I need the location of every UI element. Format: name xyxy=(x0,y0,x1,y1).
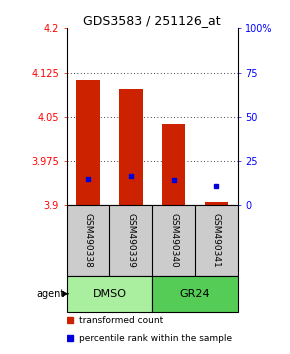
Text: GSM490341: GSM490341 xyxy=(212,213,221,268)
Bar xyxy=(119,88,143,205)
Text: GSM490339: GSM490339 xyxy=(126,213,135,268)
Text: DMSO: DMSO xyxy=(93,289,126,299)
Bar xyxy=(152,276,238,312)
Title: GDS3583 / 251126_at: GDS3583 / 251126_at xyxy=(84,14,221,27)
Text: GSM490338: GSM490338 xyxy=(84,213,93,268)
Text: GR24: GR24 xyxy=(180,289,210,299)
Bar xyxy=(205,202,228,205)
Bar xyxy=(67,276,152,312)
Text: GSM490340: GSM490340 xyxy=(169,213,178,268)
Text: percentile rank within the sample: percentile rank within the sample xyxy=(79,333,232,343)
Bar xyxy=(76,80,100,205)
Text: transformed count: transformed count xyxy=(79,316,163,325)
Bar xyxy=(162,125,185,205)
Text: agent: agent xyxy=(37,289,65,299)
